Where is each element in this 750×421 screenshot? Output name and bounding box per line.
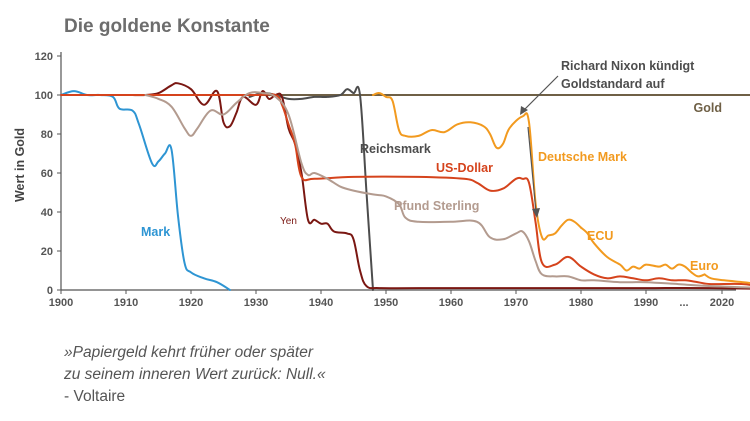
series-label-mark: Mark xyxy=(141,225,170,239)
axis-group: 0 20 40 60 80 100 120 Wert in Gold 1900 1910 1920 1… xyxy=(13,51,736,309)
series-label-yen: Yen xyxy=(280,216,297,227)
x-tick-label: 1930 xyxy=(244,297,268,309)
drop-arrowhead xyxy=(532,208,540,218)
y-tick-label: 100 xyxy=(35,90,53,102)
chart-svg: 0 20 40 60 80 100 120 Wert in Gold 1900 1910 1920 1… xyxy=(13,51,750,309)
y-tick-label: 20 xyxy=(41,246,53,258)
y-tick-label: 120 xyxy=(35,51,53,63)
series-line-euro xyxy=(703,273,750,284)
y-tick-label: 40 xyxy=(41,207,53,219)
series-label-gold: Gold xyxy=(694,101,722,115)
series-line-mark xyxy=(60,90,231,291)
annotation-line-2: Goldstandard auf xyxy=(561,77,665,91)
annotation-arrow xyxy=(521,75,559,113)
x-tick-label: 1960 xyxy=(439,297,463,309)
chart-title: Die goldene Konstante xyxy=(64,16,270,37)
y-tick-label: 80 xyxy=(41,129,53,141)
series-label-pfund-sterling: Pfund Sterling xyxy=(394,199,479,213)
x-tick-label: 1910 xyxy=(114,297,138,309)
series-label-reichsmark: Reichsmark xyxy=(360,142,431,156)
x-tick-label: 1950 xyxy=(374,297,398,309)
series-line-pfund-sterling xyxy=(144,91,750,289)
quote-line-2: zu seinem inneren Wert zurück: Null.« xyxy=(64,366,326,383)
quote-author: - Voltaire xyxy=(64,388,126,405)
x-tick-label: 1920 xyxy=(179,297,203,309)
y-tick-label: 60 xyxy=(41,168,53,180)
series-line-reichsmark xyxy=(248,85,374,291)
series-line-us-dollar xyxy=(60,93,750,286)
y-axis-label: Wert in Gold xyxy=(13,128,27,202)
x-tick-label: 1900 xyxy=(49,297,73,309)
series-label-euro: Euro xyxy=(690,259,719,273)
x-tick-label: 2020 xyxy=(710,297,734,309)
annotation-arrowhead xyxy=(520,106,528,115)
x-tick-label: 1980 xyxy=(569,297,593,309)
x-tick-label: 1990 xyxy=(634,297,658,309)
drop-arrow xyxy=(527,126,537,213)
x-tick-label: 1940 xyxy=(309,297,333,309)
series-group xyxy=(60,82,750,291)
series-label-us-dollar: US-Dollar xyxy=(436,161,493,175)
annotation-line-1: Richard Nixon kündigt xyxy=(561,59,695,73)
quote-line-1: »Papiergeld kehrt früher oder später xyxy=(64,344,314,361)
series-label-ecu: ECU xyxy=(587,229,613,243)
series-line-deutsche-mark xyxy=(372,92,582,241)
x-tick-label: 1970 xyxy=(504,297,528,309)
series-label-deutsche-mark: Deutsche Mark xyxy=(538,150,627,164)
x-tick-label: ... xyxy=(679,297,688,309)
y-tick-label: 0 xyxy=(47,285,53,297)
quote-block: »Papiergeld kehrt früher oder später zu … xyxy=(64,342,326,408)
series-line-ecu xyxy=(580,226,706,278)
